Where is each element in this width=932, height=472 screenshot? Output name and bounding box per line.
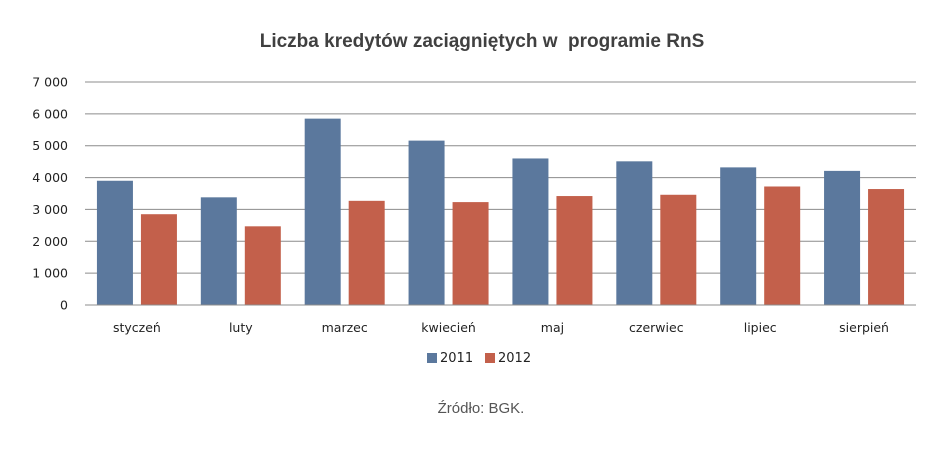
bar-2012-marzec [348,200,385,305]
bar-2011-styczeń [96,180,133,305]
y-tick-label: 2 000 [32,234,68,249]
x-tick-label: marzec [322,320,368,335]
bars [96,118,905,305]
bar-2012-maj [556,196,593,305]
x-tick-label: kwiecień [421,320,476,335]
y-tick-label: 5 000 [32,138,68,153]
bar-2011-czerwiec [616,161,653,305]
x-tick-label: sierpień [839,320,889,335]
x-tick-label: lipiec [744,320,777,335]
x-tick-label: czerwiec [629,320,684,335]
x-axis-tick-labels: styczeń luty marzec kwiecień maj czerwiec lipi… [113,320,889,335]
legend-swatch-2012 [485,353,495,363]
bar-2012-lipiec [764,186,801,305]
bar-2011-sierpień [824,170,861,305]
legend-swatch-2011 [427,353,437,363]
bar-2011-luty [200,197,237,305]
bar-2011-marzec [304,118,341,305]
x-tick-label: maj [541,320,564,335]
bar-2012-luty [244,226,281,305]
y-tick-label: 7 000 [32,75,68,90]
y-tick-label: 6 000 [32,106,68,121]
x-tick-label: styczeń [113,320,161,335]
y-tick-label: 0 [60,298,68,313]
bar-2012-sierpień [868,189,905,305]
x-tick-label: luty [229,320,253,335]
legend-label: 2011 [440,351,473,366]
y-axis-tick-labels: 0 1 000 2 000 3 000 4 000 5 000 6 000 7 000 [32,75,68,313]
legend: 2011 2012 [427,351,531,366]
y-tick-label: 3 000 [32,202,68,217]
chart-title: Liczba kredytów zaciągniętych w programi… [260,31,705,52]
source-note: Źródło: BGK. [438,400,525,417]
bar-2011-lipiec [720,167,757,305]
y-tick-label: 1 000 [32,266,68,281]
bar-2011-maj [512,158,549,305]
bar-2011-kwiecień [408,140,445,305]
legend-label: 2012 [498,351,531,366]
bar-2012-styczeń [140,214,177,305]
bar-2012-czerwiec [660,194,697,305]
y-tick-label: 4 000 [32,170,68,185]
bar-2012-kwiecień [452,202,489,305]
